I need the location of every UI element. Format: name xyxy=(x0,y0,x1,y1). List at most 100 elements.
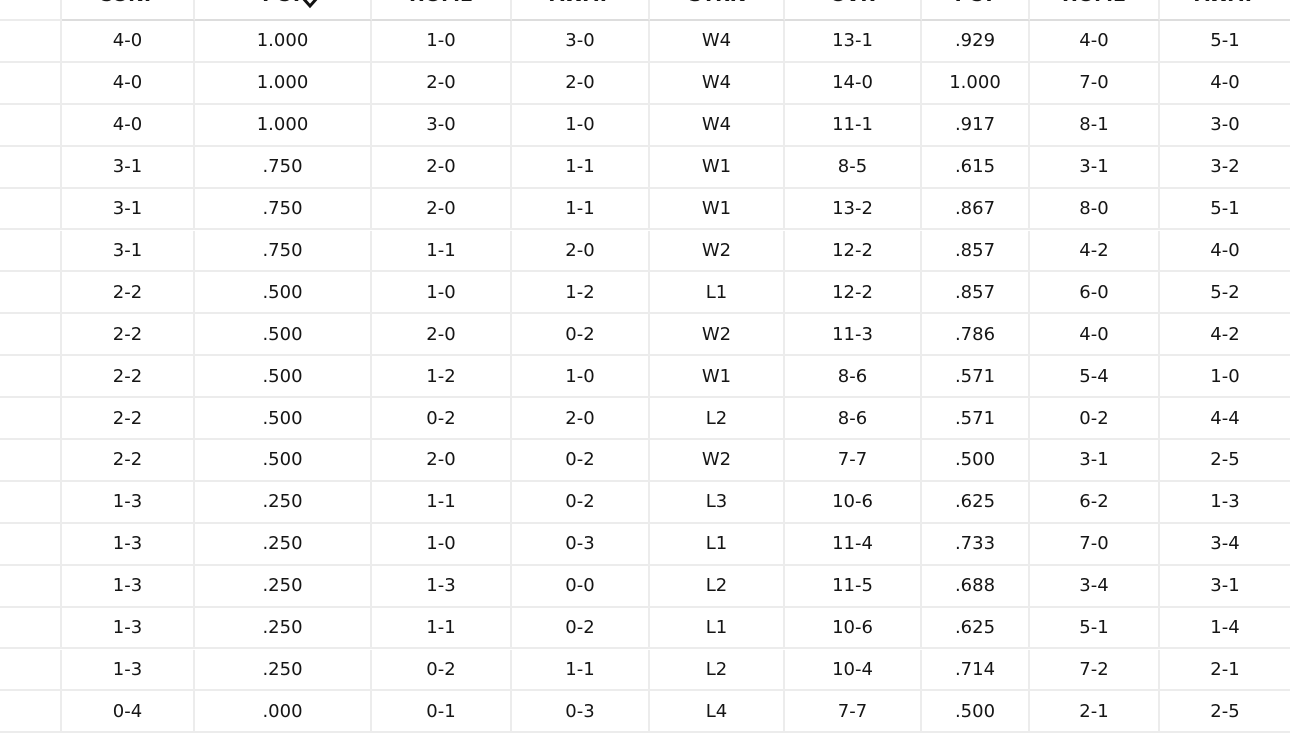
table-cell: 4-0 xyxy=(1160,231,1290,273)
table-cell: W4 xyxy=(650,104,785,147)
table-cell: .750 xyxy=(195,188,372,231)
table-cell: 8-6 xyxy=(785,398,922,440)
table-cell: .750 xyxy=(195,230,372,273)
table-cell: 2-5 xyxy=(1160,440,1290,482)
table-cell: 13-1 xyxy=(785,21,922,63)
table-cell: 10-4 xyxy=(785,649,922,692)
table-cell: 7-2 xyxy=(1030,649,1160,692)
table-cell: 1-1 xyxy=(372,481,512,524)
table-cell: .857 xyxy=(922,230,1030,273)
table-cell: 2-0 xyxy=(512,62,650,105)
row-lead xyxy=(0,104,62,147)
table-cell: .500 xyxy=(195,356,372,399)
table-cell: 1-0 xyxy=(1160,356,1290,399)
table-cell: W2 xyxy=(650,230,785,273)
column-header[interactable]: AWAY xyxy=(512,0,650,21)
table-cell: 10-6 xyxy=(785,607,922,650)
table-cell: 1-3 xyxy=(62,523,195,566)
column-header[interactable]: PCT xyxy=(195,0,372,21)
table-cell: 11-4 xyxy=(785,523,922,566)
table-cell: 11-1 xyxy=(785,104,922,147)
table-cell: 3-1 xyxy=(1030,146,1160,189)
table-cell: .250 xyxy=(195,481,372,524)
column-header[interactable]: PCT xyxy=(922,0,1030,21)
table-cell: 1-3 xyxy=(62,481,195,524)
table-cell: 2-0 xyxy=(372,440,512,482)
table-cell: W1 xyxy=(650,188,785,231)
column-header[interactable]: HOME xyxy=(1030,0,1160,21)
table-cell: .786 xyxy=(922,314,1030,357)
table-cell: 2-0 xyxy=(372,62,512,105)
table-cell: 2-1 xyxy=(1160,650,1290,692)
table-cell: .571 xyxy=(922,398,1030,440)
row-lead xyxy=(0,523,62,566)
row-lead xyxy=(0,146,62,189)
table-cell: 4-0 xyxy=(1160,63,1290,105)
table-cell: 1-2 xyxy=(512,272,650,315)
table-cell: W2 xyxy=(650,314,785,357)
table-cell: L1 xyxy=(650,523,785,566)
table-cell: 1.000 xyxy=(922,62,1030,105)
table-cell: L1 xyxy=(650,607,785,650)
table-cell: 3-1 xyxy=(1030,440,1160,482)
table-cell: 11-5 xyxy=(785,565,922,608)
table-cell: 0-2 xyxy=(372,649,512,692)
column-header[interactable]: AWAY xyxy=(1160,0,1290,21)
table-cell: .500 xyxy=(922,691,1030,733)
table-cell: 5-1 xyxy=(1160,21,1290,63)
table-cell: 8-6 xyxy=(785,356,922,399)
table-cell: 0-4 xyxy=(62,691,195,733)
table-cell: .857 xyxy=(922,272,1030,315)
column-header[interactable]: OVR xyxy=(785,0,922,21)
column-header[interactable]: HOME xyxy=(372,0,512,21)
table-cell: 10-6 xyxy=(785,481,922,524)
table-cell: 5-4 xyxy=(1030,356,1160,399)
table-cell: 1-1 xyxy=(512,188,650,231)
table-cell: 1-0 xyxy=(372,21,512,63)
row-lead xyxy=(0,691,62,733)
table-cell: 0-3 xyxy=(512,691,650,733)
table-cell: 3-1 xyxy=(62,230,195,273)
table-cell: .917 xyxy=(922,104,1030,147)
table-cell: 4-2 xyxy=(1030,230,1160,273)
table-cell: 1-1 xyxy=(512,146,650,189)
table-cell: .250 xyxy=(195,607,372,650)
table-cell: 3-2 xyxy=(1160,147,1290,189)
table-cell: 1.000 xyxy=(195,62,372,105)
table-cell: 2-0 xyxy=(372,188,512,231)
table-cell: 0-0 xyxy=(512,565,650,608)
row-lead xyxy=(0,607,62,650)
table-cell: 14-0 xyxy=(785,62,922,105)
table-cell: .250 xyxy=(195,565,372,608)
table-cell: 2-2 xyxy=(62,314,195,357)
table-cell: W2 xyxy=(650,440,785,482)
table-cell: 4-0 xyxy=(62,62,195,105)
table-cell: 1-0 xyxy=(512,104,650,147)
table-cell: 2-0 xyxy=(512,230,650,273)
table-cell: 8-0 xyxy=(1030,188,1160,231)
table-cell: 4-0 xyxy=(1030,21,1160,63)
column-header[interactable]: CONF xyxy=(62,0,195,21)
table-cell: 1-1 xyxy=(372,607,512,650)
table-cell: 2-5 xyxy=(1160,691,1290,733)
table-cell: 6-0 xyxy=(1030,272,1160,315)
table-cell: 1-1 xyxy=(372,230,512,273)
sort-icon[interactable] xyxy=(300,0,320,10)
table-cell: W4 xyxy=(650,62,785,105)
table-cell: 1-0 xyxy=(512,356,650,399)
table-cell: 0-1 xyxy=(372,691,512,733)
table-cell: .000 xyxy=(195,691,372,733)
column-header[interactable]: STRK xyxy=(650,0,785,21)
table-cell: 1-1 xyxy=(512,649,650,692)
table-cell: .250 xyxy=(195,649,372,692)
table-cell: 2-0 xyxy=(512,398,650,440)
table-cell: 1.000 xyxy=(195,104,372,147)
table-cell: L2 xyxy=(650,565,785,608)
header-lead xyxy=(0,0,62,21)
table-cell: .714 xyxy=(922,649,1030,692)
table-cell: .929 xyxy=(922,21,1030,63)
table-cell: 11-3 xyxy=(785,314,922,357)
table-cell: 0-2 xyxy=(512,481,650,524)
table-cell: 0-2 xyxy=(372,398,512,440)
